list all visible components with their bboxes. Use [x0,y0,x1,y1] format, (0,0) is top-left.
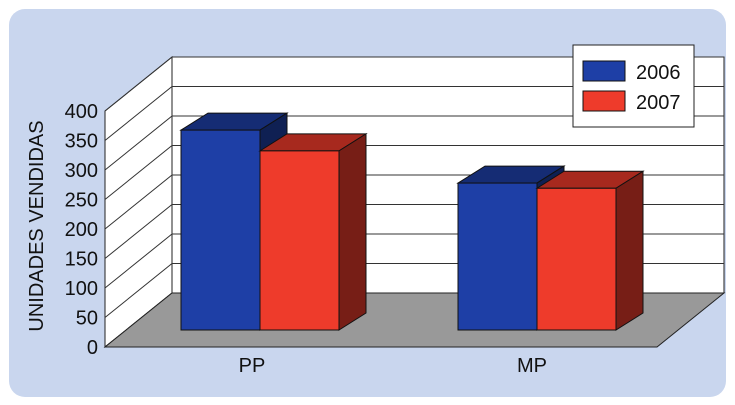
y-tick-label: 50 [76,308,98,330]
y-tick-label: 300 [65,160,98,182]
gridline [104,115,724,171]
legend: 2006 2007 [572,44,695,128]
y-tick-label: 0 [87,337,98,359]
legend-box [572,44,695,128]
y-tick-label: 400 [65,101,98,123]
y-axis-label: UNIDADES VENDIDAS [26,120,48,331]
gridline [104,86,724,141]
gridline [104,145,724,200]
bar-side-PP-2007 [338,132,367,331]
legend-swatch-2006 [582,60,626,82]
gridline [104,56,724,112]
x-category-label: PP [239,355,266,377]
x-category-labels: PP MP [239,355,547,377]
bar-PP-2006 [180,129,261,331]
y-tick-labels: 0 50 100 150 200 250 300 350 400 [65,101,98,359]
y-tick-label: 350 [65,131,98,153]
legend-label-2007: 2007 [636,92,681,114]
legend-label-2006: 2006 [636,62,681,84]
bar-MP-2006 [457,182,538,331]
y-tick-label: 100 [65,278,98,300]
y-tick-label: 250 [65,190,98,212]
bar-MP-2007 [536,187,617,331]
bar-side-MP-2007 [615,170,644,331]
bars [179,112,645,331]
y-tick-label: 150 [65,249,98,271]
x-category-label: MP [517,355,547,377]
legend-swatch-2007 [582,90,626,112]
bar-PP-2007 [259,150,340,331]
y-tick-label: 200 [65,219,98,241]
